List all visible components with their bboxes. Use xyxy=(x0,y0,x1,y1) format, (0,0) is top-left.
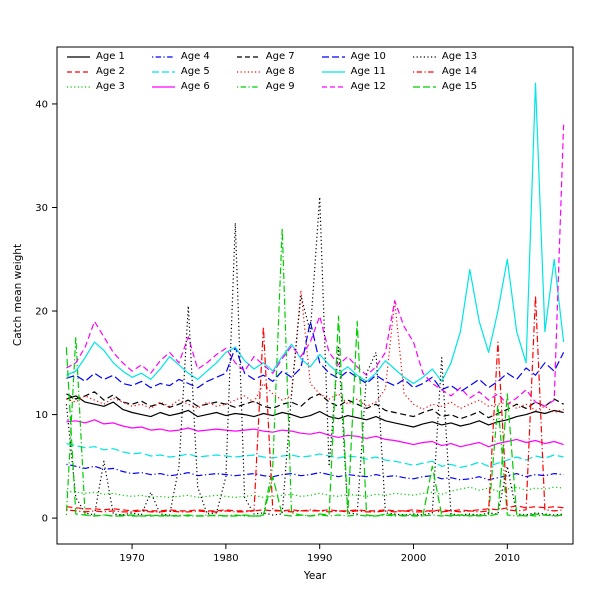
legend-line-sample-icon xyxy=(236,55,260,58)
legend-item-age-3: Age 3 xyxy=(66,79,125,94)
legend-line-sample-icon xyxy=(412,70,436,73)
legend-line-sample-icon xyxy=(236,85,260,88)
y-tick-label: 10 xyxy=(35,410,48,421)
series-line-age-3 xyxy=(66,486,564,498)
legend-item-age-15: Age 15 xyxy=(412,79,477,94)
y-tick-label: 30 xyxy=(35,203,48,214)
legend-item-age-4: Age 4 xyxy=(151,49,210,64)
legend-item-age-8: Age 8 xyxy=(236,64,295,79)
x-tick-label: 1970 xyxy=(119,553,144,564)
series-line-age-15 xyxy=(65,315,564,517)
plot-box xyxy=(56,46,574,545)
series-line-age-10 xyxy=(66,320,565,393)
legend-item-age-2: Age 2 xyxy=(66,64,125,79)
legend-label: Age 8 xyxy=(265,66,295,77)
series-line-age-8 xyxy=(66,289,564,414)
series-line-age-13 xyxy=(65,196,564,516)
legend-line-sample-icon xyxy=(321,85,345,88)
y-tick-label: 0 xyxy=(42,514,48,525)
legend-label: Age 15 xyxy=(441,81,478,92)
legend-line-sample-icon xyxy=(151,85,175,88)
legend-label: Age 6 xyxy=(180,81,210,92)
series-line-age-1 xyxy=(66,395,564,428)
legend-label: Age 14 xyxy=(441,66,478,77)
y-tick-label: 20 xyxy=(35,307,48,318)
x-axis-label: Year xyxy=(303,570,327,582)
legend-label: Age 4 xyxy=(180,51,210,62)
series-line-age-5 xyxy=(66,443,564,468)
legend-label: Age 12 xyxy=(350,81,386,92)
legend-item-age-9: Age 9 xyxy=(236,79,295,94)
legend-line-sample-icon xyxy=(236,70,260,73)
series-line-age-14 xyxy=(66,294,564,513)
series-line-age-7 xyxy=(66,391,564,420)
legend-item-age-7: Age 7 xyxy=(236,49,295,64)
legend-item-age-14: Age 14 xyxy=(412,64,477,79)
legend-label: Age 2 xyxy=(96,66,125,77)
legend-item-age-11: Age 11 xyxy=(321,64,386,79)
series-line-age-9 xyxy=(65,227,564,517)
legend-item-age-13: Age 13 xyxy=(412,49,477,64)
legend-line-sample-icon xyxy=(67,85,90,88)
y-axis-label: Catch mean weight xyxy=(12,243,24,347)
legend-item-age-1: Age 1 xyxy=(66,49,125,64)
legend: Age 1 Age 2 Age 3 Age 4 Age 5 Age 6 Age 7 Age 8… xyxy=(66,49,477,94)
legend-line-sample-icon xyxy=(67,55,90,58)
series-line-age-11 xyxy=(66,82,565,385)
x-tick-label: 2000 xyxy=(401,553,426,564)
legend-item-age-5: Age 5 xyxy=(151,64,210,79)
legend-line-sample-icon xyxy=(321,70,345,73)
legend-label: Age 10 xyxy=(350,51,386,62)
legend-line-sample-icon xyxy=(412,55,436,58)
legend-item-age-12: Age 12 xyxy=(321,79,386,94)
x-tick-label: 1980 xyxy=(213,553,238,564)
legend-line-sample-icon xyxy=(67,70,90,73)
x-tick-label: 1990 xyxy=(307,553,332,564)
legend-label: Age 9 xyxy=(265,81,295,92)
legend-item-age-6: Age 6 xyxy=(151,79,210,94)
legend-label: Age 7 xyxy=(265,51,295,62)
legend-label: Age 1 xyxy=(96,51,125,62)
legend-line-sample-icon xyxy=(151,70,175,73)
x-tick-label: 2010 xyxy=(495,553,520,564)
series-line-age-4 xyxy=(66,463,564,481)
legend-item-age-10: Age 10 xyxy=(321,49,386,64)
legend-label: Age 11 xyxy=(350,66,386,77)
y-tick-label: 40 xyxy=(35,99,48,110)
legend-line-sample-icon xyxy=(151,55,175,58)
series-line-age-6 xyxy=(66,419,564,448)
legend-label: Age 13 xyxy=(441,51,478,62)
legend-line-sample-icon xyxy=(412,85,436,88)
legend-line-sample-icon xyxy=(321,55,345,58)
legend-label: Age 5 xyxy=(180,66,210,77)
series-line-age-12 xyxy=(66,124,565,407)
legend-label: Age 3 xyxy=(96,81,125,92)
